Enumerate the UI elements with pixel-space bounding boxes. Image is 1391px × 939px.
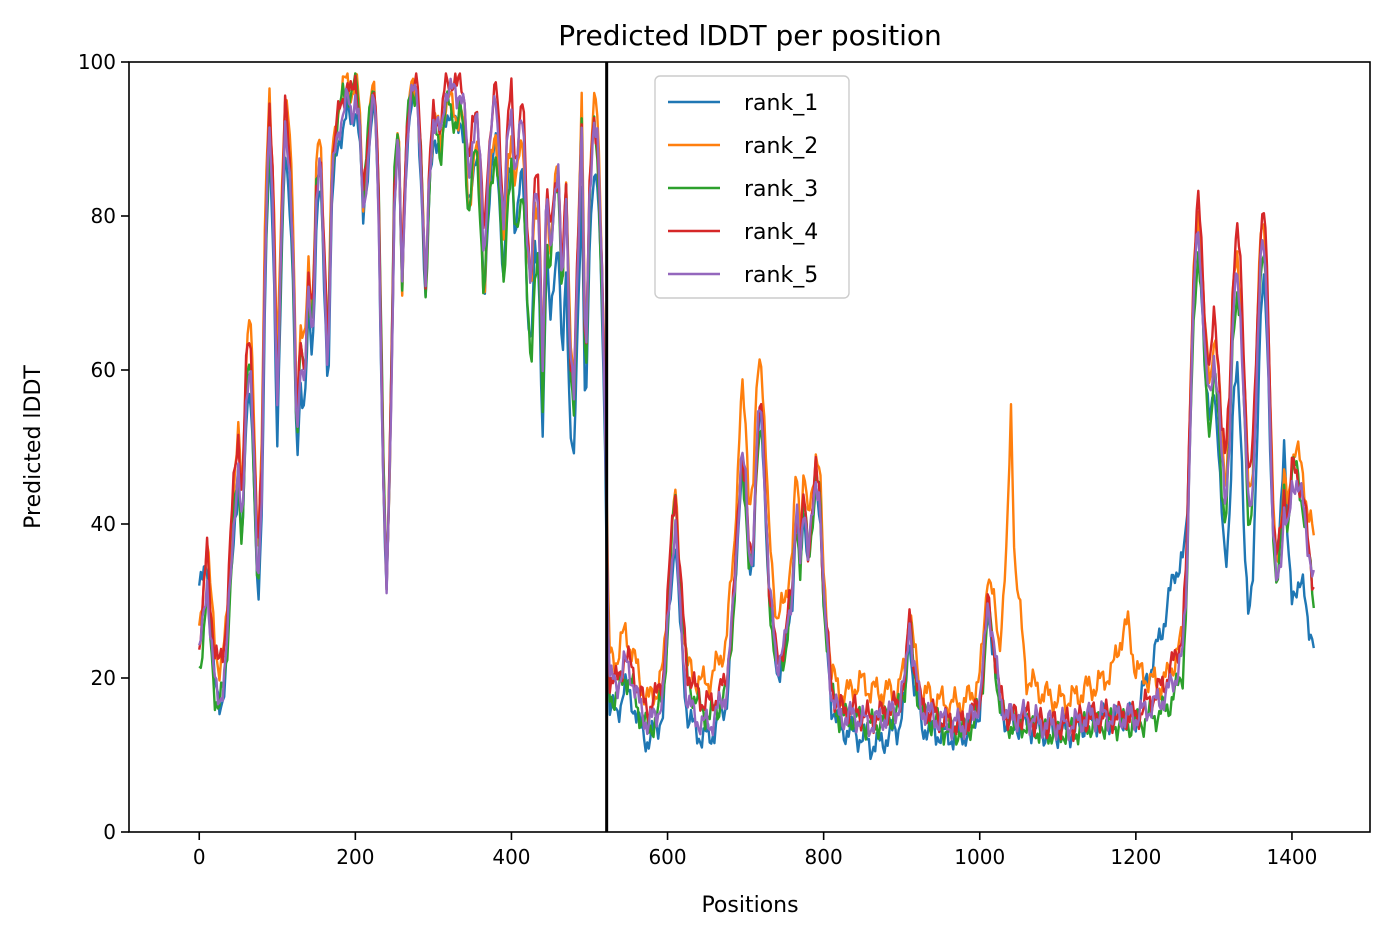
x-tick-label: 0 — [193, 845, 206, 869]
chart-title: Predicted lDDT per position — [558, 19, 942, 52]
plot-area — [128, 61, 1371, 833]
series-lines — [198, 72, 1315, 761]
y-tick-label: 60 — [91, 358, 116, 382]
y-tick-label: 0 — [103, 820, 116, 844]
legend-box — [654, 75, 850, 299]
legend: rank_1 rank_2 rank_3 rank_4 rank_5 — [654, 75, 850, 299]
x-tick-label: 1400 — [1266, 845, 1317, 869]
series-line-rank_5 — [198, 77, 1315, 742]
x-tick-label: 800 — [805, 845, 843, 869]
x-tick-label: 400 — [492, 845, 530, 869]
legend-label-rank_4: rank_4 — [744, 220, 818, 245]
y-tick-label: 100 — [78, 50, 116, 74]
legend-label-rank_2: rank_2 — [744, 134, 818, 159]
y-axis-label: Predicted lDDT — [21, 365, 46, 529]
x-tick-label: 1200 — [1110, 845, 1161, 869]
legend-label-rank_5: rank_5 — [744, 263, 818, 288]
x-tick-label: 1000 — [954, 845, 1005, 869]
legend-label-rank_1: rank_1 — [744, 91, 818, 116]
legend-label-rank_3: rank_3 — [744, 177, 818, 202]
x-axis: 0 200 400 600 800 1000 1200 1400 — [193, 832, 1317, 869]
x-tick-label: 600 — [648, 845, 686, 869]
y-tick-label: 20 — [91, 666, 116, 690]
x-axis-label: Positions — [701, 893, 798, 918]
y-axis: 0 20 40 60 80 100 — [78, 50, 129, 844]
plot-frame — [128, 61, 1371, 833]
x-tick-label: 200 — [336, 845, 374, 869]
y-tick-label: 40 — [91, 512, 116, 536]
y-tick-label: 80 — [91, 204, 116, 228]
